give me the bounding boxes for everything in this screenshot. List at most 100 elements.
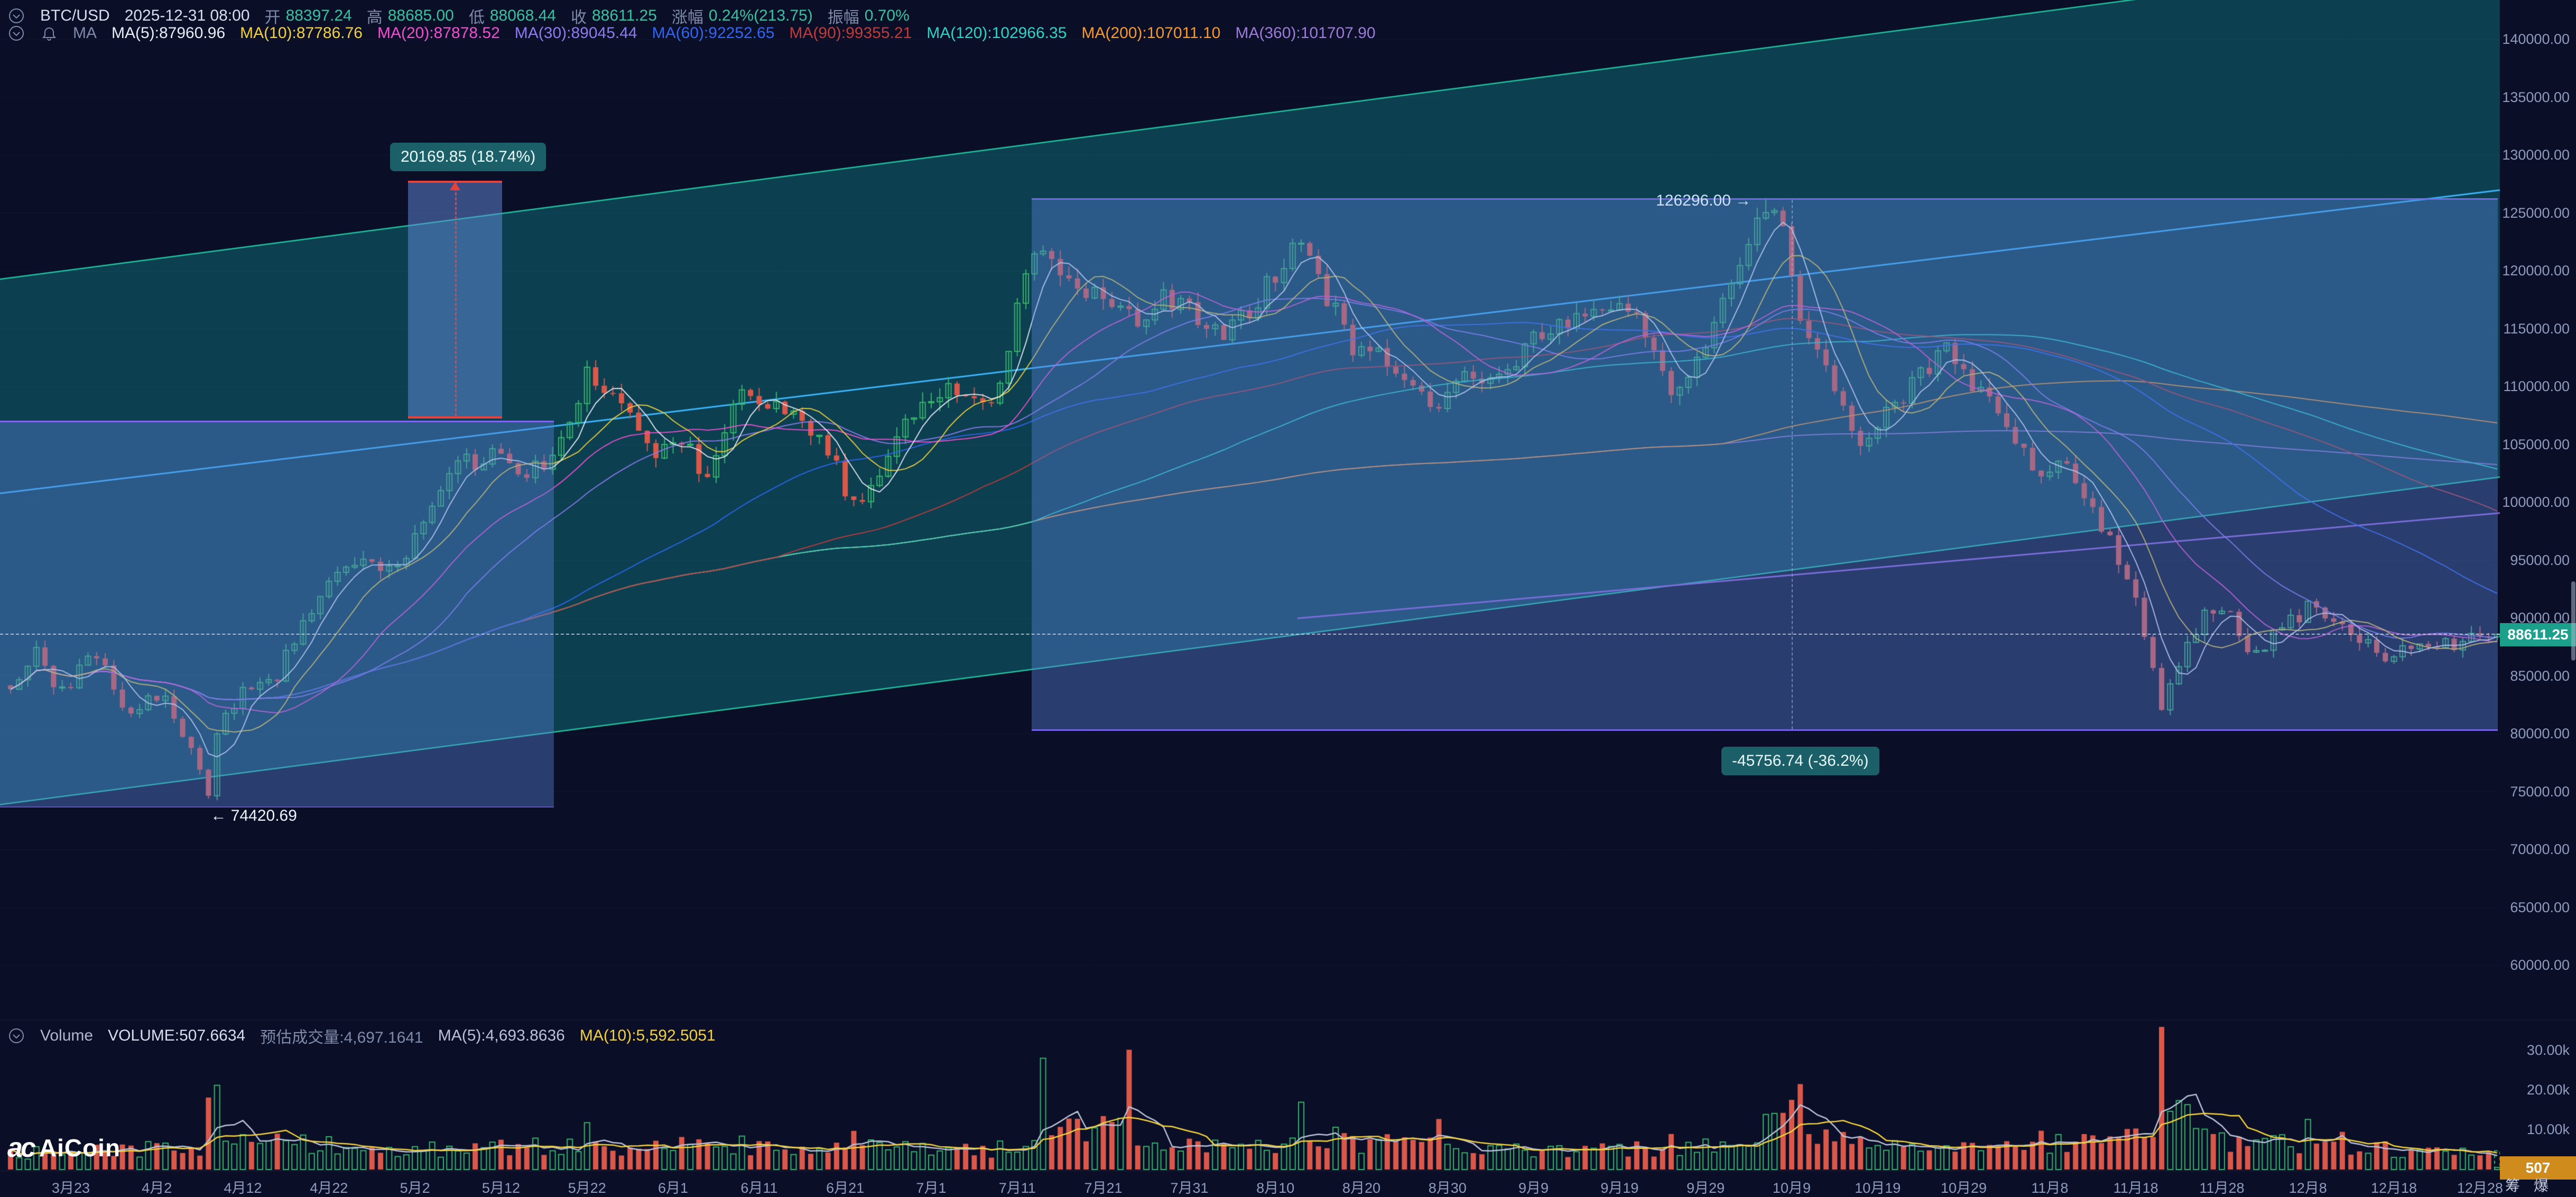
close-value: 88611.25 [591,7,657,24]
date-axis-label: 5月22 [568,1180,606,1196]
rect-right[interactable] [1032,198,2498,731]
ma90-legend: MA(90):99355.21 [789,24,912,42]
date-axis-label: 12月18 [2371,1180,2417,1196]
volume-header: Volume VOLUME:507.6634 预估成交量:4,697.1641 … [7,1024,716,1047]
price-axis-label: 110000.00 [2503,378,2570,394]
volume-value: VOLUME:507.6634 [108,1027,246,1044]
alert-bell-icon[interactable] [40,24,58,42]
change-value: 0.24%(213.75) [708,7,813,24]
date-axis-label: 4月22 [310,1180,348,1196]
datetime-label: 2025-12-31 08:00 [124,7,250,24]
ma200-legend: MA(200):107011.10 [1081,24,1221,42]
date-axis-label: 3月23 [51,1180,90,1196]
range-down-label[interactable]: -45756.74 (-36.2%) [1721,747,1879,776]
change-label: 涨幅 [671,9,703,26]
liquidation-button[interactable]: 爆 [2534,1177,2549,1194]
volume-title: Volume [40,1027,94,1044]
date-axis[interactable]: 3月23 4月2 4月12 4月22 5月2 5月12 5月22 6月1 6月11 6月21 7月1… [0,1171,2576,1196]
high-label: 高 [366,9,383,26]
aicoin-logo: ac AiCoin [7,1132,121,1164]
ohlc-header: BTC/USD 2025-12-31 08:00 开 88397.24 高 8868… [7,4,910,27]
date-axis-label: 8月10 [1256,1180,1295,1196]
date-axis-label: 6月21 [826,1180,865,1196]
price-axis-label: 85000.00 [2510,667,2570,684]
ma30-legend: MA(30):89045.44 [514,24,637,42]
range-dashed-line [455,183,457,416]
price-axis-label: 140000.00 [2502,31,2570,47]
collapse-chevron-icon[interactable] [7,1027,25,1045]
date-axis-label: 12月8 [2288,1180,2327,1196]
ma5-legend: MA(5):87960.96 [112,24,226,42]
range-up-label[interactable]: 20169.85 (18.74%) [390,143,546,172]
date-axis-label: 10月29 [1941,1180,1987,1196]
price-axis-label: 60000.00 [2510,957,2570,973]
date-axis-label: 11月28 [2199,1180,2245,1196]
price-axis-label: 75000.00 [2510,783,2570,800]
collapse-chevron-icon[interactable] [7,7,25,25]
date-axis-label: 9月29 [1687,1180,1725,1196]
date-axis-label: 7月31 [1170,1180,1209,1196]
date-axis-label: 7月21 [1084,1180,1123,1196]
open-value: 88397.24 [285,7,352,24]
date-axis-label: 5月2 [400,1180,430,1196]
price-axis-label: 105000.00 [2502,436,2570,452]
date-axis-label: 9月9 [1518,1180,1549,1196]
estimated-volume-value: 预估成交量:4,697.1641 [260,1029,423,1046]
price-axis-label: 120000.00 [2502,263,2570,279]
price-axis-label: 90000.00 [2510,610,2570,626]
aicoin-logo-icon: ac [7,1133,36,1163]
collapse-chevron-icon[interactable] [7,24,25,42]
date-axis-label: 11月8 [2031,1180,2069,1196]
price-axis-label: 100000.00 [2502,494,2570,510]
volume-axis[interactable]: 30.00k 20.00k 10.00k [2500,1020,2576,1171]
corner-buttons: 筹 爆 [2505,1174,2549,1195]
amplitude-value: 0.70% [864,7,910,24]
amplitude-label: 振幅 [827,9,859,26]
open-label: 开 [264,9,281,26]
date-axis-label: 12月28 [2457,1180,2503,1196]
date-axis-label: 10月9 [1772,1180,1811,1196]
current-price-line [0,634,2500,635]
current-price-badge: 88611.25 [2500,623,2576,647]
price-axis-label: 115000.00 [2503,320,2570,337]
date-axis-label: 7月11 [998,1180,1036,1196]
ma-legend: MA MA(5):87960.96 MA(10):87786.76 MA(20)… [7,24,1376,42]
date-axis-label: 6月11 [740,1180,778,1196]
ma120-legend: MA(120):102966.35 [926,24,1067,42]
price-axis[interactable]: 140000.00 135000.00 130000.00 125000.00 1200… [2500,0,2576,1020]
price-axis-label: 95000.00 [2510,552,2570,568]
date-axis-label: 9月19 [1600,1180,1639,1196]
aicoin-logo-text: AiCoin [39,1134,121,1162]
date-axis-label: 7月1 [916,1180,947,1196]
symbol-label: BTC/USD [40,7,110,24]
current-volume-badge: 507 [2500,1156,2576,1180]
ma-title: MA [73,24,97,42]
low-value: 88068.44 [489,7,556,24]
highest-price-marker: 126296.00 → [1656,192,1752,210]
volume-ma10-value: MA(10):5,592.5051 [579,1027,716,1044]
high-value: 88685.00 [387,7,454,24]
ma360-legend: MA(360):101707.90 [1235,24,1376,42]
price-axis-label: 130000.00 [2502,147,2570,163]
axis-scrollbar-thumb[interactable] [2571,581,2575,661]
date-axis-label: 4月12 [224,1180,262,1196]
price-axis-label: 135000.00 [2502,89,2570,105]
ma60-legend: MA(60):92252.65 [652,24,775,42]
chip-distribution-button[interactable]: 筹 [2505,1177,2521,1194]
volume-axis-label: 10.00k [2526,1121,2570,1137]
date-axis-label: 4月2 [142,1180,172,1196]
date-axis-label: 6月1 [658,1180,689,1196]
date-axis-label: 8月30 [1428,1180,1467,1196]
ma10-legend: MA(10):87786.76 [240,24,363,42]
rect-left[interactable] [0,420,554,808]
volume-ma5-value: MA(5):4,693.8636 [438,1027,565,1044]
rect-measure[interactable] [408,181,502,419]
volume-axis-label: 30.00k [2526,1042,2570,1058]
range-arrow-up-icon [450,182,460,191]
price-axis-label: 125000.00 [2502,205,2570,221]
low-label: 低 [468,9,485,26]
price-axis-label: 65000.00 [2510,899,2570,915]
date-axis-label: 8月20 [1342,1180,1380,1196]
close-label: 收 [570,9,587,26]
